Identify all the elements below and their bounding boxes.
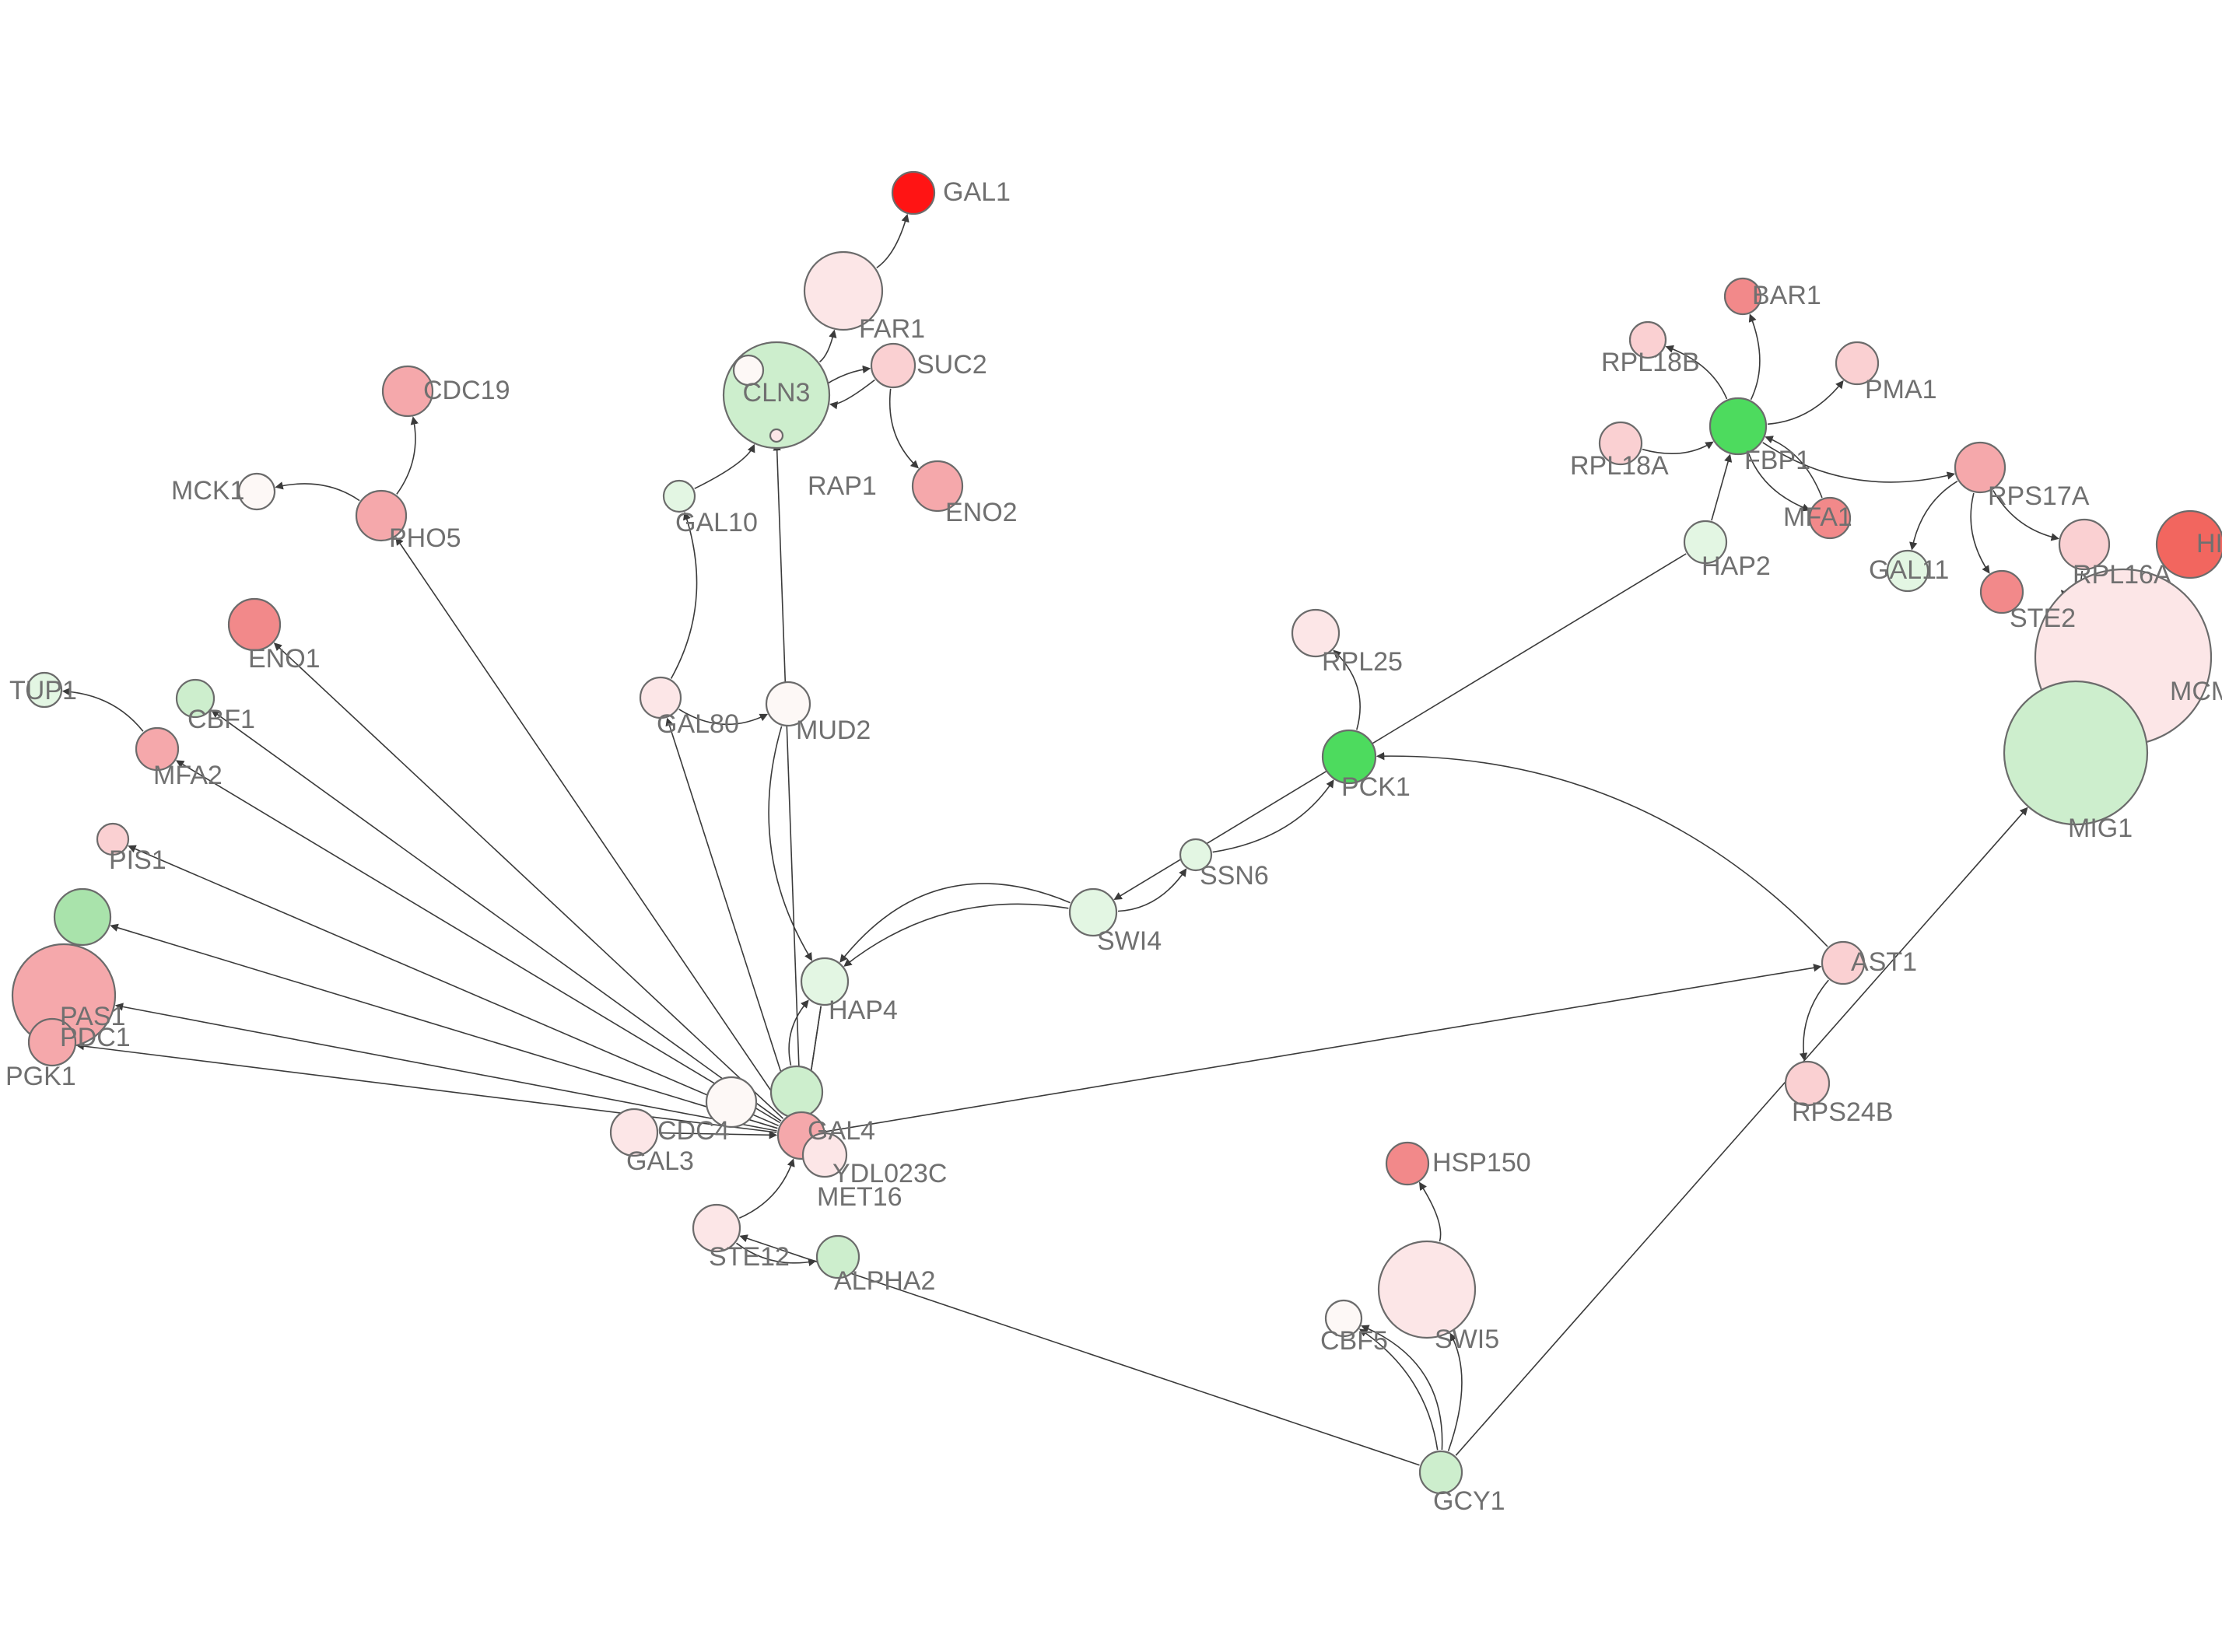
svg-text:GAL1: GAL1 (943, 177, 1011, 207)
svg-text:HIS4: HIS4 (2196, 529, 2222, 558)
svg-text:MFA2: MFA2 (153, 761, 223, 790)
svg-text:CBF5: CBF5 (1320, 1326, 1388, 1356)
svg-text:SUC2: SUC2 (916, 350, 987, 380)
svg-text:PMA1: PMA1 (1865, 375, 1937, 404)
svg-text:ALPHA2: ALPHA2 (834, 1266, 935, 1296)
svg-text:PGK1: PGK1 (5, 1062, 76, 1091)
svg-text:PDC1: PDC1 (60, 1023, 131, 1052)
svg-text:PIS1: PIS1 (109, 845, 166, 875)
svg-text:TUP1: TUP1 (9, 676, 77, 705)
svg-text:MIG1: MIG1 (2068, 814, 2133, 843)
svg-text:CDC19: CDC19 (423, 376, 510, 405)
svg-text:HSP150: HSP150 (1432, 1148, 1531, 1178)
svg-text:ENO1: ENO1 (248, 644, 321, 674)
svg-text:SWI4: SWI4 (1097, 926, 1162, 956)
svg-text:GAL3: GAL3 (626, 1146, 694, 1176)
svg-text:RPL25: RPL25 (1322, 647, 1403, 677)
svg-text:RPS24B: RPS24B (1792, 1097, 1893, 1127)
svg-text:PCK1: PCK1 (1341, 772, 1411, 802)
svg-text:RPS17A: RPS17A (1988, 481, 2090, 511)
svg-text:GCY1: GCY1 (1433, 1486, 1505, 1516)
svg-text:GAL80: GAL80 (657, 709, 739, 739)
svg-text:FBP1: FBP1 (1744, 446, 1810, 475)
svg-text:CLN3: CLN3 (743, 378, 811, 408)
svg-text:RPL18B: RPL18B (1601, 348, 1700, 377)
svg-text:FAR1: FAR1 (859, 314, 925, 344)
svg-text:SSN6: SSN6 (1200, 861, 1269, 891)
svg-text:GAL10: GAL10 (675, 508, 758, 537)
svg-text:RPL16A: RPL16A (2073, 560, 2171, 590)
svg-text:MET16: MET16 (817, 1182, 902, 1212)
svg-text:BAR1: BAR1 (1752, 281, 1821, 310)
svg-text:MCM1: MCM1 (2170, 677, 2222, 706)
svg-text:SWI5: SWI5 (1435, 1325, 1499, 1354)
svg-text:MFA1: MFA1 (1783, 502, 1852, 532)
svg-text:PHO5: PHO5 (389, 523, 461, 553)
svg-text:STE12: STE12 (709, 1242, 790, 1272)
svg-text:MUD2: MUD2 (796, 716, 871, 745)
svg-text:GAL11: GAL11 (1869, 555, 1949, 585)
svg-text:ENO2: ENO2 (945, 498, 1018, 527)
svg-text:RPL18A: RPL18A (1570, 451, 1669, 481)
svg-text:RAP1: RAP1 (808, 471, 877, 501)
svg-text:STE2: STE2 (2010, 604, 2076, 633)
svg-text:CBF1: CBF1 (188, 705, 255, 734)
svg-text:CDC4: CDC4 (657, 1116, 730, 1146)
svg-text:HAP4: HAP4 (829, 996, 898, 1025)
svg-text:AST1: AST1 (1851, 947, 1917, 977)
svg-text:GAL4: GAL4 (808, 1116, 875, 1146)
svg-text:HAP2: HAP2 (1702, 551, 1771, 581)
svg-text:MCK1: MCK1 (171, 476, 244, 506)
